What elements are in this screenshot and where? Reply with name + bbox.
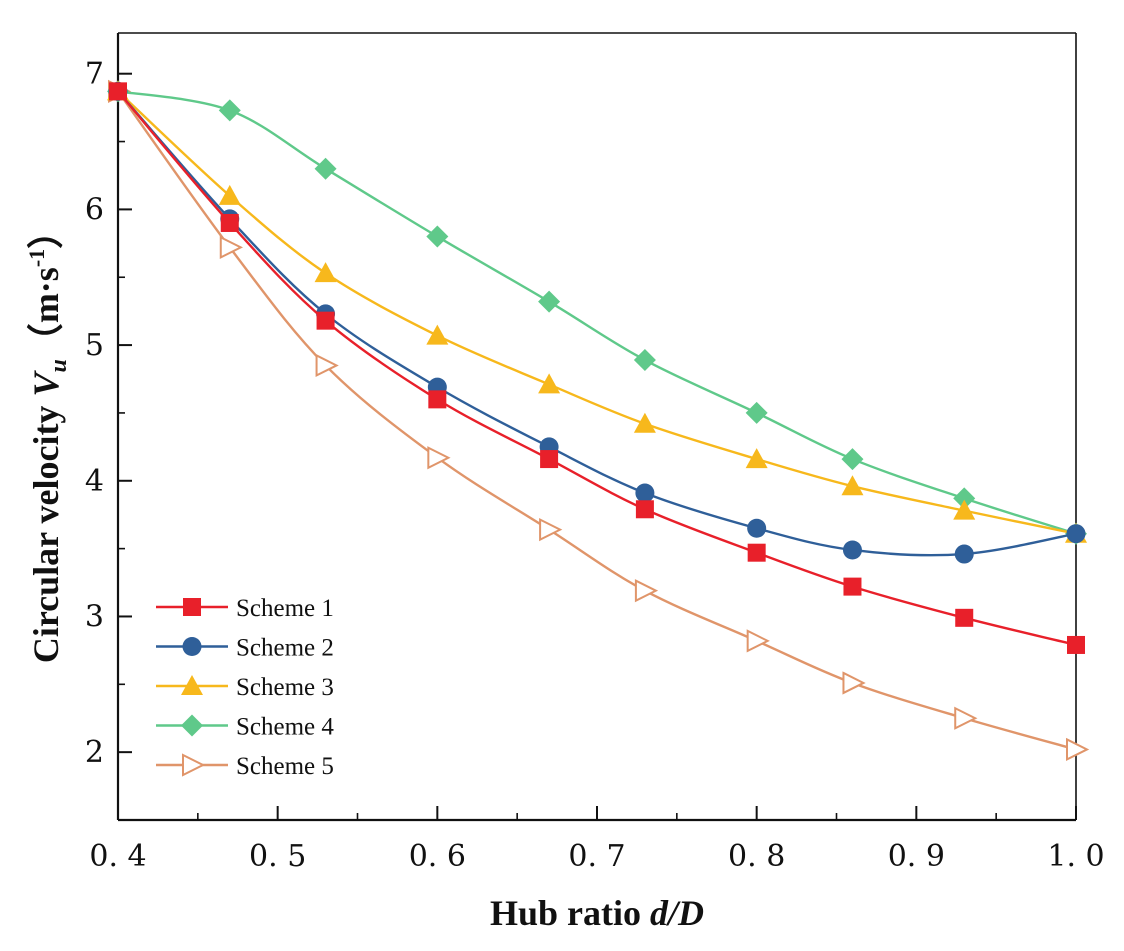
y-tick-label: 7 xyxy=(85,57,104,92)
data-point xyxy=(314,157,337,180)
legend-label: Scheme 2 xyxy=(236,635,334,662)
legend-marker xyxy=(182,637,202,656)
legend-marker xyxy=(183,598,201,616)
x-tick-label: 0. 7 xyxy=(568,839,625,874)
x-tick-label: 0. 5 xyxy=(249,839,306,874)
series-scheme-1 xyxy=(109,82,1085,654)
data-point xyxy=(633,412,656,433)
data-point xyxy=(842,540,862,560)
data-point xyxy=(218,99,241,122)
y-tick-label: 4 xyxy=(85,464,104,499)
data-point xyxy=(220,213,239,232)
series-line xyxy=(117,90,1077,557)
legend-label: Scheme 1 xyxy=(236,595,334,622)
legend-item: Scheme 4 xyxy=(156,714,334,741)
legend: Scheme 1 Scheme 2 Scheme 3 Scheme 4 Scheme 5 xyxy=(156,595,334,780)
data-point xyxy=(635,500,654,519)
data-point xyxy=(314,262,337,283)
legend-marker xyxy=(181,675,203,695)
data-point xyxy=(539,518,563,542)
data-series xyxy=(107,79,1090,762)
data-point xyxy=(428,390,447,409)
legend-label: Scheme 4 xyxy=(236,714,334,741)
data-point xyxy=(745,448,768,469)
data-point xyxy=(841,448,864,471)
x-tick-label: 1. 0 xyxy=(1047,839,1104,874)
data-point xyxy=(746,629,770,653)
legend-item: Scheme 3 xyxy=(156,674,334,701)
data-point xyxy=(538,290,561,313)
data-point xyxy=(634,579,659,603)
data-point xyxy=(842,671,866,695)
y-axis-title: Circular velocity Vu（m·s-1） xyxy=(24,213,72,663)
series-line xyxy=(117,90,1077,535)
data-point xyxy=(1066,524,1086,544)
data-point xyxy=(843,577,862,596)
data-point xyxy=(953,499,976,520)
plot-area xyxy=(118,33,1076,820)
legend-item: Scheme 1 xyxy=(156,595,334,622)
y-tick-label: 5 xyxy=(85,328,104,363)
y-tick-label: 3 xyxy=(85,599,104,634)
data-point xyxy=(426,225,449,248)
data-point xyxy=(109,82,127,101)
data-point xyxy=(218,184,241,205)
data-point xyxy=(954,706,978,730)
data-point xyxy=(540,450,559,469)
data-point xyxy=(1067,635,1085,654)
data-point xyxy=(635,483,655,503)
series-line xyxy=(117,90,1077,647)
y-tick-label: 2 xyxy=(85,735,104,770)
data-point xyxy=(427,446,451,470)
data-point xyxy=(316,311,335,330)
data-point xyxy=(315,353,339,378)
legend-item: Scheme 5 xyxy=(156,753,334,780)
data-point xyxy=(841,475,864,496)
data-point xyxy=(745,401,768,424)
data-point xyxy=(426,324,449,345)
legend-marker xyxy=(181,714,203,737)
y-tick-label: 6 xyxy=(85,192,104,227)
x-axis-title: Hub ratio d/D xyxy=(490,893,704,933)
axis-ticks: 0. 4 0. 5 0. 6 0. 7 0. 8 0. 9 1. 0 2 3 4 5 6 7 xyxy=(85,57,1105,874)
data-point xyxy=(747,518,767,538)
series-line xyxy=(117,90,1077,535)
legend-marker xyxy=(182,753,206,777)
data-point xyxy=(747,543,766,562)
x-tick-label: 0. 9 xyxy=(888,839,945,874)
data-point xyxy=(219,235,244,260)
series-line xyxy=(117,90,1077,751)
data-point xyxy=(633,349,656,372)
data-point xyxy=(954,544,974,564)
x-tick-label: 0. 6 xyxy=(409,839,466,874)
data-point xyxy=(953,487,976,510)
legend-item: Scheme 2 xyxy=(156,635,334,662)
data-point xyxy=(538,373,561,394)
data-point xyxy=(955,608,974,627)
x-tick-label: 0. 8 xyxy=(728,839,785,874)
x-tick-label: 0. 4 xyxy=(89,839,146,874)
data-point xyxy=(1066,737,1090,762)
legend-label: Scheme 3 xyxy=(236,674,334,701)
legend-label: Scheme 5 xyxy=(236,753,334,780)
